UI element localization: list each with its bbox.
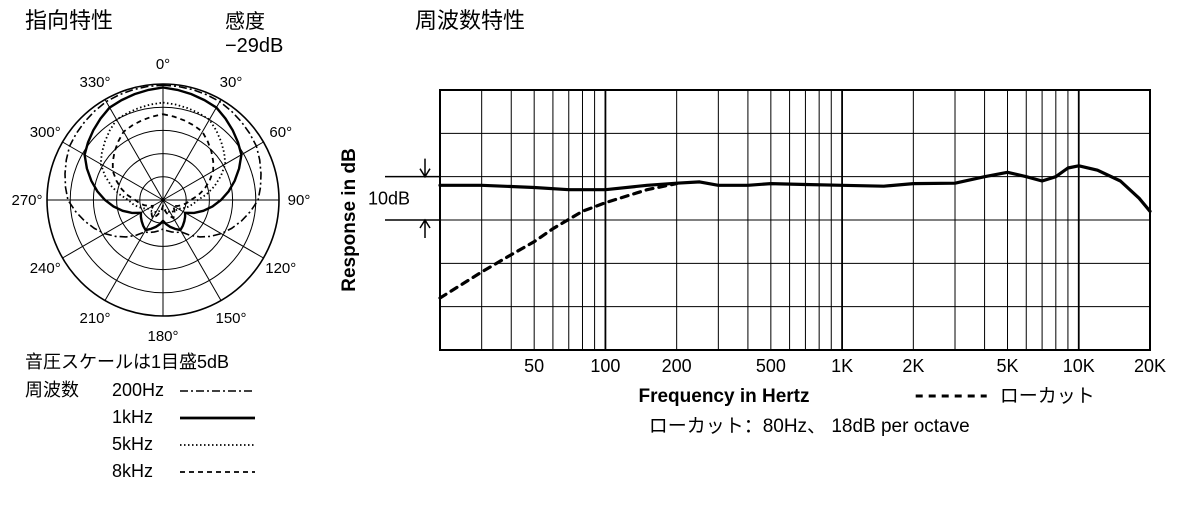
polar-angle-label: 30° — [220, 74, 243, 91]
freq-tick-label: 10K — [1063, 356, 1095, 376]
sens-value: −29dB — [225, 35, 283, 57]
freq-tick-label: 5K — [996, 356, 1018, 376]
polar-chart — [47, 84, 279, 316]
freq-tick-label: 100 — [590, 356, 620, 376]
scale-mark: 10dB — [368, 188, 410, 208]
polar-legend-label: 200Hz — [112, 380, 164, 400]
polar-angle-label: 270° — [11, 192, 42, 209]
polar-angle-label: 240° — [30, 260, 61, 277]
polar-angle-label: 60° — [269, 124, 292, 141]
sens-label: 感度 — [225, 10, 265, 33]
polar-angle-label: 300° — [30, 124, 61, 141]
freq-tick-label: 2K — [902, 356, 924, 376]
freq-tick-label: 50 — [524, 356, 544, 376]
lowcut-legend: ローカット — [1000, 386, 1095, 407]
polar-angle-label: 90° — [288, 192, 311, 209]
freq-tick-label: 1K — [831, 356, 853, 376]
polar-angle-label: 330° — [79, 74, 110, 91]
polar-angle-label: 0° — [156, 56, 170, 73]
x-axis-label: Frequency in Hertz — [638, 386, 809, 407]
freq-chart — [385, 90, 1150, 396]
polar-angle-label: 120° — [265, 260, 296, 277]
freq-title: 周波数特性 — [415, 8, 525, 33]
freq-tick-label: 200 — [662, 356, 692, 376]
polar-legend-label: 5kHz — [112, 434, 153, 454]
polar-angle-label: 180° — [147, 328, 178, 345]
lowcut-note: ローカット：80Hz、 18dB per octave — [649, 416, 970, 437]
polar-angle-label: 150° — [215, 310, 246, 327]
freq-label: 周波数 — [25, 380, 79, 400]
polar-legend-label: 8kHz — [112, 461, 153, 481]
freq-tick-label: 500 — [756, 356, 786, 376]
polar-legend-label: 1kHz — [112, 407, 153, 427]
polar-title: 指向特性 — [25, 8, 113, 33]
polar-angle-label: 210° — [79, 310, 110, 327]
scale-note: 音圧スケールは1目盛5dB — [25, 352, 229, 372]
y-axis-label: Response in dB — [339, 148, 360, 292]
freq-tick-label: 20K — [1134, 356, 1166, 376]
